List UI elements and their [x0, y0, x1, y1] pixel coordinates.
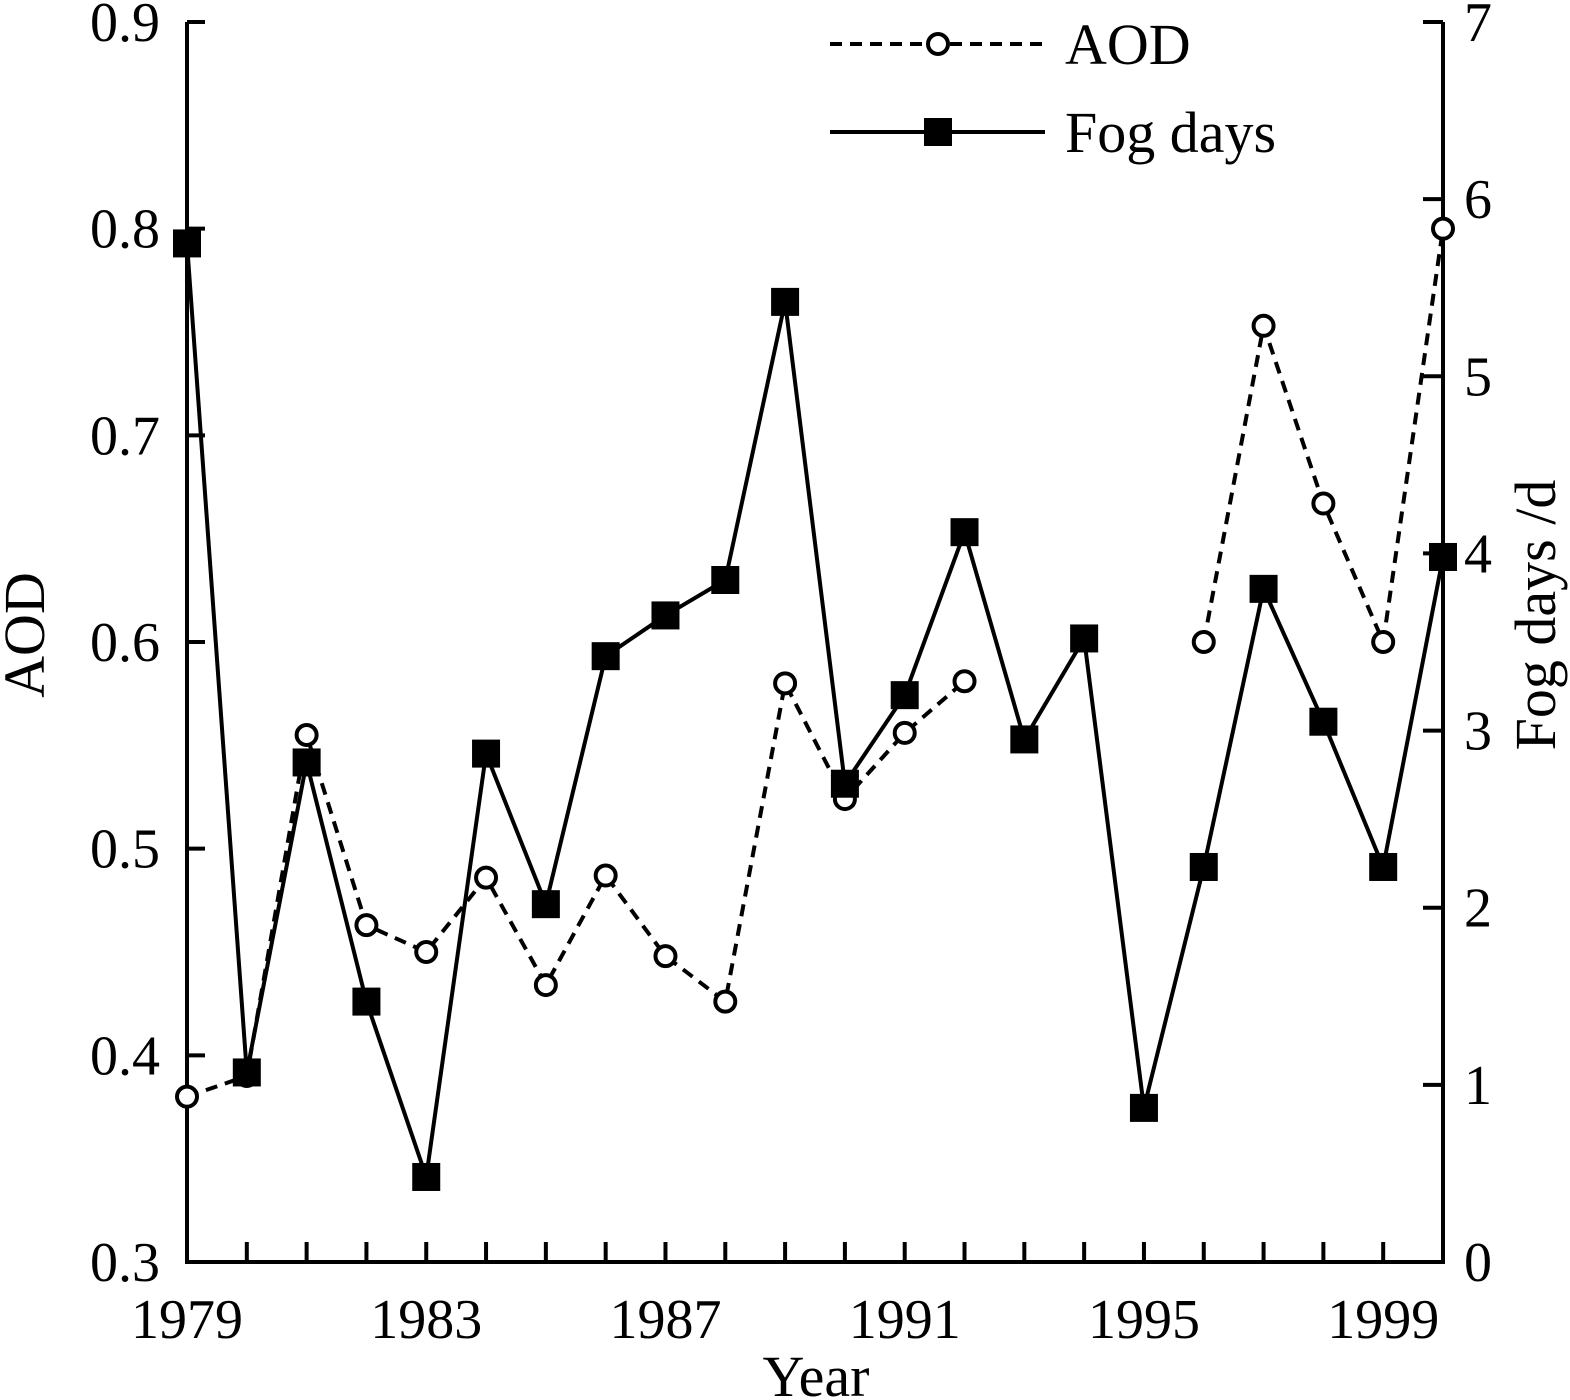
fog-days-point	[173, 229, 201, 258]
y-tick-label: 0.5	[90, 819, 160, 881]
fog-days-point	[1249, 574, 1278, 603]
aod-point	[1311, 491, 1336, 516]
fog-days-point	[232, 1058, 261, 1087]
y2-tick-label: 6	[1464, 169, 1492, 231]
aod-point	[414, 940, 439, 964]
aod-point	[1191, 630, 1216, 654]
fog-days-point	[771, 287, 800, 316]
aod-point	[952, 669, 977, 694]
y-tick-label: 0.3	[90, 1232, 160, 1294]
x-tick-label: 1999	[1327, 1289, 1439, 1351]
x-tick-label: 1991	[849, 1289, 961, 1351]
fog-days-point	[531, 890, 560, 919]
y-tick-label: 0.7	[90, 405, 160, 467]
fog-days-point	[890, 681, 919, 710]
fog-days-point	[352, 987, 381, 1016]
aod-point	[713, 989, 738, 1014]
fog-days-point	[1309, 707, 1338, 736]
fog-days-point	[711, 566, 740, 594]
axes	[185, 22, 1445, 1264]
y2-tick-label: 0	[1464, 1232, 1492, 1294]
x-tick-label: 1987	[609, 1289, 721, 1351]
aod-line	[1201, 228, 1445, 644]
y2-tick-label: 7	[1464, 0, 1492, 54]
aod-point	[1251, 313, 1276, 338]
fog-days-point	[292, 748, 321, 777]
fog-days-point	[1070, 624, 1099, 653]
aod-point	[892, 720, 917, 745]
y-tick-label: 0.9	[90, 0, 160, 54]
y2-tick-label: 4	[1464, 523, 1492, 585]
series-aod	[175, 216, 1455, 1109]
x-axis-title: Year	[763, 1344, 870, 1400]
fog-days-point	[1129, 1093, 1158, 1122]
fog-days-point	[412, 1162, 441, 1191]
fog-days-point	[472, 739, 501, 768]
legend: AOD Fog days	[830, 12, 1276, 165]
aod-point	[175, 1084, 199, 1109]
y2-tick-label: 3	[1464, 701, 1492, 763]
x-tick-label: 1995	[1088, 1289, 1200, 1351]
fog-days-point	[591, 642, 620, 671]
fog-days-point	[950, 518, 979, 547]
fog-days-point	[1369, 852, 1398, 881]
aod-point	[533, 973, 558, 998]
legend-label-fog-days: Fog days	[1065, 100, 1276, 165]
legend-label-aod: AOD	[1065, 12, 1191, 77]
aod-point	[593, 863, 618, 888]
aod-point	[653, 944, 678, 969]
ticks: 1979 1983 1987 1991 1995 1999 0.3 0.4 0.5 0.6 0.7 0…	[90, 0, 1492, 1351]
fog-days-point	[1189, 852, 1218, 881]
fog-days-point	[1429, 542, 1457, 571]
y2-tick-label: 5	[1464, 346, 1492, 408]
y-tick-label: 0.8	[90, 199, 160, 261]
y-tick-label: 0.4	[90, 1025, 160, 1087]
y2-axis-title: Fog days /d	[1503, 480, 1568, 751]
x-tick-label: 1979	[131, 1289, 243, 1351]
aod-point	[294, 723, 319, 747]
y-axis-title: AOD	[0, 572, 57, 698]
y2-tick-label: 1	[1464, 1055, 1492, 1117]
series-layer	[173, 216, 1457, 1191]
fog-days-point	[1010, 725, 1039, 754]
legend-marker-fog-days	[924, 118, 952, 146]
aod-point	[474, 865, 499, 890]
fog-days-line	[185, 243, 1445, 1179]
series-fog-days	[173, 229, 1457, 1191]
y2-tick-label: 2	[1464, 878, 1492, 940]
aod-point	[1431, 216, 1455, 241]
x-tick-label: 1983	[370, 1289, 482, 1351]
legend-marker-aod	[926, 32, 950, 56]
fog-days-point	[651, 601, 680, 630]
aod-point	[773, 671, 798, 696]
y-tick-label: 0.6	[90, 612, 160, 674]
aod-point	[354, 913, 379, 938]
fog-days-point	[830, 769, 859, 798]
aod-point	[1371, 630, 1396, 654]
